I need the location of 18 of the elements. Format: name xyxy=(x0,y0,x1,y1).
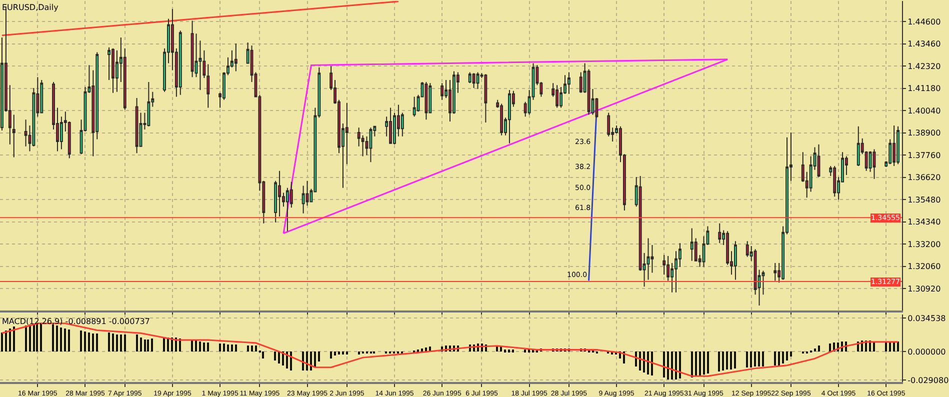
y-tick-label: 1.35480 xyxy=(908,195,941,204)
y-tick-label: 1.37760 xyxy=(908,150,941,160)
y-tick-label: 1.40040 xyxy=(908,106,941,116)
y-tick-label: 1.43460 xyxy=(908,40,941,49)
chart-title: MACD(12,26,9) -0.008891 -0.000737 xyxy=(2,317,150,326)
chart-title: EURUSD,Daily xyxy=(2,3,59,12)
y-tick-label: 1.34340 xyxy=(908,218,941,227)
y-tick-label: 1.33200 xyxy=(908,240,941,249)
y-tick-label: 1.42320 xyxy=(908,62,941,71)
y-tick-label: 1.30920 xyxy=(908,284,941,294)
y-tick-label: 1.36620 xyxy=(908,173,941,182)
y-tick-label: 0.034538 xyxy=(908,314,946,323)
y-tick-label: 1.44600 xyxy=(908,17,941,26)
y-tick-label: -0.029080 xyxy=(908,376,949,385)
y-tick-label: 1.38900 xyxy=(908,128,941,138)
y-tick-label: 1.32060 xyxy=(908,262,941,272)
y-tick-label: 1.41180 xyxy=(908,84,941,94)
y-tick-label: 0.000000 xyxy=(908,348,946,357)
